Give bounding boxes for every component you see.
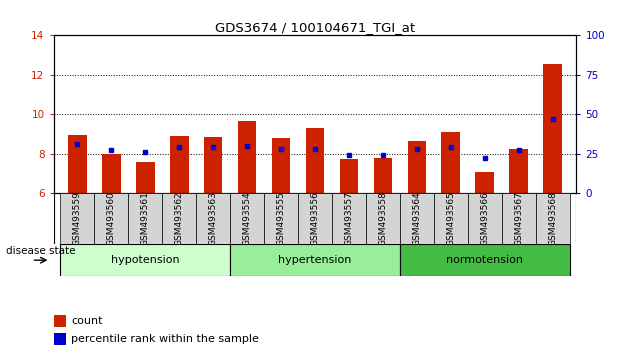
Text: GSM493555: GSM493555: [277, 191, 285, 246]
Text: GSM493565: GSM493565: [446, 191, 455, 246]
Text: percentile rank within the sample: percentile rank within the sample: [71, 334, 259, 344]
Bar: [536, 193, 570, 244]
Bar: [366, 193, 400, 244]
Bar: [68, 135, 87, 193]
Bar: [442, 132, 460, 193]
Text: GSM493568: GSM493568: [548, 191, 557, 246]
Text: GSM493556: GSM493556: [311, 191, 319, 246]
Text: GSM493563: GSM493563: [209, 191, 217, 246]
Bar: [170, 136, 188, 193]
Bar: [230, 193, 264, 244]
Bar: [230, 244, 400, 276]
Bar: [468, 193, 501, 244]
Bar: [543, 64, 562, 193]
Bar: [102, 154, 120, 193]
Bar: [94, 193, 129, 244]
Bar: [400, 244, 570, 276]
Bar: [60, 193, 94, 244]
Bar: [476, 172, 494, 193]
Text: GSM493557: GSM493557: [345, 191, 353, 246]
Bar: [510, 149, 528, 193]
Text: GSM493566: GSM493566: [480, 191, 490, 246]
Bar: [238, 121, 256, 193]
Text: GSM493558: GSM493558: [379, 191, 387, 246]
Text: GSM493559: GSM493559: [73, 191, 82, 246]
Bar: [400, 193, 434, 244]
Text: GSM493560: GSM493560: [106, 191, 116, 246]
Bar: [306, 128, 324, 193]
Text: disease state: disease state: [6, 246, 76, 256]
Bar: [501, 193, 536, 244]
Bar: [54, 333, 66, 345]
Text: GSM493561: GSM493561: [140, 191, 150, 246]
Bar: [162, 193, 196, 244]
Text: hypotension: hypotension: [111, 255, 180, 265]
Bar: [60, 244, 230, 276]
Text: GSM493564: GSM493564: [413, 191, 421, 246]
Bar: [136, 162, 154, 193]
Text: GSM493562: GSM493562: [175, 191, 184, 246]
Bar: [374, 159, 392, 193]
Bar: [434, 193, 468, 244]
Bar: [203, 137, 222, 193]
Text: hypertension: hypertension: [278, 255, 352, 265]
Bar: [298, 193, 332, 244]
Title: GDS3674 / 100104671_TGI_at: GDS3674 / 100104671_TGI_at: [215, 21, 415, 34]
Bar: [408, 141, 427, 193]
Bar: [54, 315, 66, 327]
Bar: [272, 138, 290, 193]
Text: normotension: normotension: [446, 255, 524, 265]
Bar: [196, 193, 230, 244]
Text: GSM493567: GSM493567: [514, 191, 524, 246]
Bar: [264, 193, 298, 244]
Bar: [340, 159, 358, 193]
Bar: [332, 193, 366, 244]
Bar: [129, 193, 162, 244]
Text: count: count: [71, 316, 102, 326]
Text: GSM493554: GSM493554: [243, 191, 251, 246]
